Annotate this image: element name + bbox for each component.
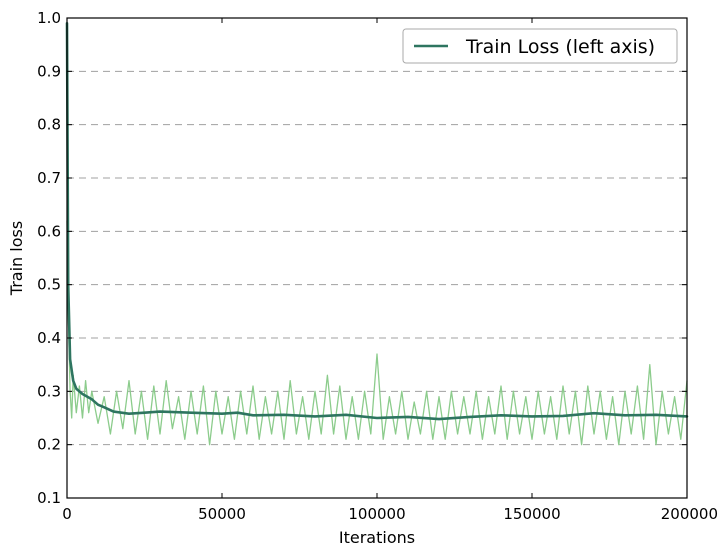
x-axis-label: Iterations xyxy=(339,528,415,547)
y-tick-label: 1.0 xyxy=(37,9,61,27)
smoothed-loss-line xyxy=(65,22,689,421)
legend-label: Train Loss (left axis) xyxy=(465,36,655,58)
legend-box xyxy=(402,28,678,64)
y-axis-label: Train loss xyxy=(7,221,26,296)
plot-area xyxy=(65,22,689,446)
x-tick-label: 50000 xyxy=(198,505,246,523)
y-tick-label: 0.5 xyxy=(37,276,61,294)
x-tick-label: 150000 xyxy=(503,505,560,523)
y-tick-label: 0.2 xyxy=(37,436,61,454)
y-tick-label: 0.6 xyxy=(37,222,61,240)
x-tick-label: 100000 xyxy=(348,505,405,523)
y-tick-label: 0.3 xyxy=(37,382,61,400)
y-tick-label: 0.1 xyxy=(37,489,61,507)
raw-loss-line xyxy=(66,220,688,446)
y-tick-label: 0.9 xyxy=(37,62,61,80)
y-tick-label: 0.7 xyxy=(37,169,61,187)
x-tick-label: 0 xyxy=(62,505,72,523)
grid-lines xyxy=(67,70,687,446)
y-tick-label: 0.4 xyxy=(37,329,61,347)
x-tick-label: 200000 xyxy=(661,505,718,523)
axis-ticks: 0.1 0.2 0.3 0.4 0.5 0.6 0.7 0.8 0.9 1.0 0 50000 1000… xyxy=(37,9,718,523)
y-tick-label: 0.8 xyxy=(37,116,61,134)
legend: Train Loss (left axis) xyxy=(402,28,678,64)
